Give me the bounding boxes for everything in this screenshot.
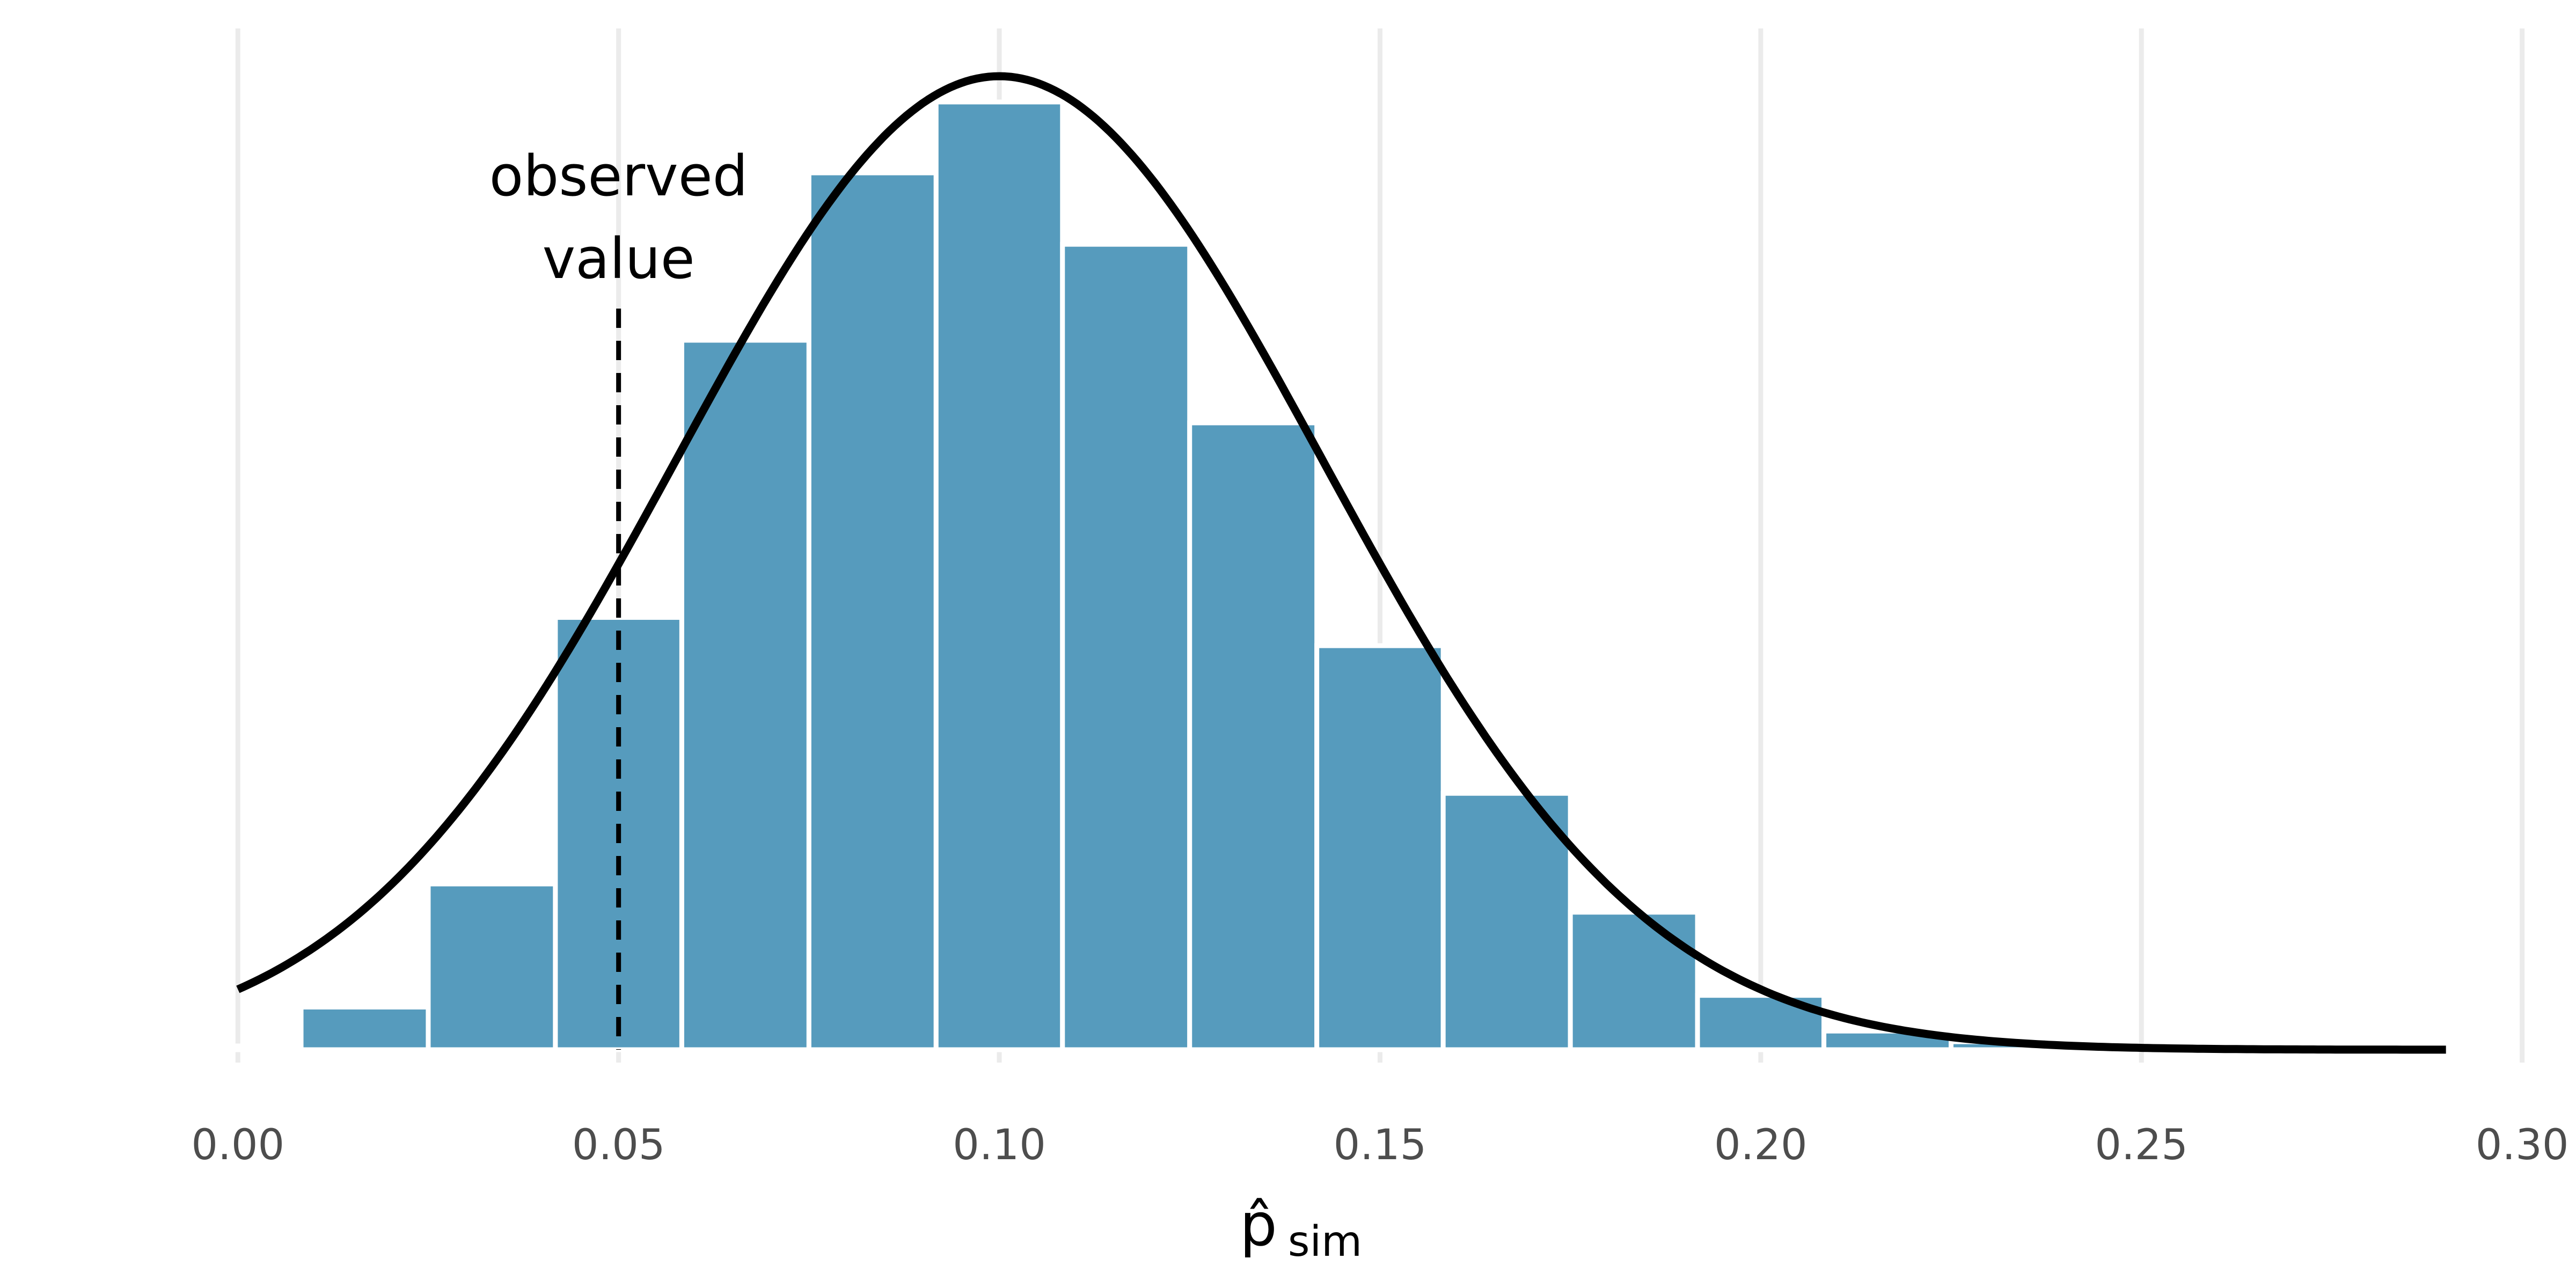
histogram-bar-4: [679, 338, 811, 1052]
x-tick-label-4: 0.20: [1714, 1121, 1807, 1169]
annotation-line-observed: observed: [489, 143, 748, 209]
x-tick-label-1: 0.05: [572, 1121, 665, 1169]
histogram-bar-1: [298, 1005, 431, 1052]
histogram-bar-10: [1440, 791, 1573, 1052]
histogram-bar-9: [1314, 643, 1446, 1052]
histogram-bar-2: [426, 881, 558, 1052]
histogram-bar-6: [933, 99, 1065, 1052]
x-tick-label-3: 0.15: [1334, 1121, 1427, 1169]
x-axis-label-subscript: sim: [1288, 1218, 1362, 1266]
histogram-bar-0: [172, 1043, 304, 1052]
histogram-bar-7: [1060, 241, 1192, 1052]
histogram-bars: [172, 99, 2081, 1052]
x-tick-label-0: 0.00: [191, 1121, 284, 1169]
histogram-bar-11: [1568, 910, 1700, 1052]
normal-density-curve: [236, 72, 2446, 1054]
x-tick-label-6: 0.30: [2476, 1121, 2569, 1169]
histogram-bar-8: [1187, 420, 1320, 1052]
x-axis-label: p̂ sim: [1240, 1190, 1362, 1266]
observed-value-annotation: observed value: [489, 143, 748, 291]
annotation-line-value: value: [543, 226, 695, 291]
x-tick-label-2: 0.10: [953, 1121, 1046, 1169]
histogram-bar-5: [806, 170, 939, 1052]
x-axis-tick-labels: 0.00 0.05 0.10 0.15 0.20 0.25 0.30: [191, 1121, 2568, 1169]
x-tick-label-5: 0.25: [2095, 1121, 2188, 1169]
x-axis-label-main: p̂: [1240, 1190, 1277, 1259]
